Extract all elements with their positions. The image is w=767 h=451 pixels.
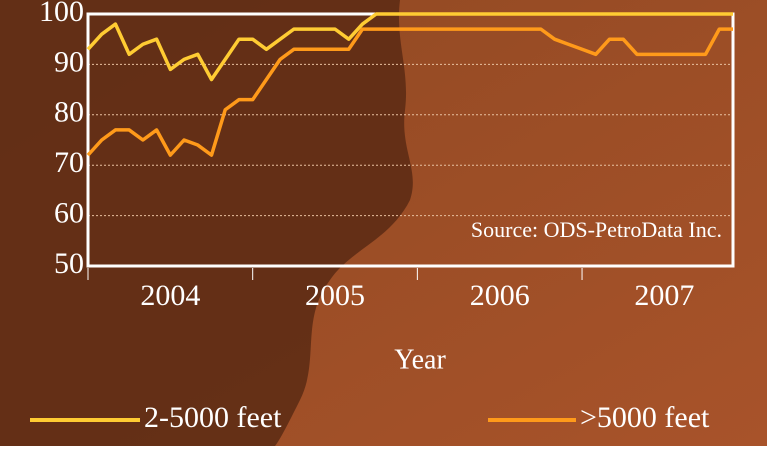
y-tick-label: 70 [54, 146, 84, 179]
x-tick-label: 2005 [305, 279, 365, 312]
y-tick-label: 50 [54, 247, 84, 280]
y-tick-label: 90 [54, 45, 84, 78]
x-tick-label: 2004 [140, 279, 200, 312]
x-tick-label: 2007 [634, 279, 694, 312]
x-tick-label: 2006 [470, 279, 530, 312]
y-tick-label: 80 [54, 96, 84, 129]
legend-label: 2-5000 feet [144, 401, 282, 434]
chart: Year Source: ODS-PetroData Inc. 50 60 70 80… [0, 0, 767, 446]
y-tick-label: 100 [39, 0, 84, 28]
y-tick-label: 60 [54, 196, 84, 229]
annotation: Source: ODS-PetroData Inc. [471, 217, 722, 242]
legend-label: >5000 feet [580, 401, 710, 434]
x-axis-label: Year [394, 344, 446, 375]
